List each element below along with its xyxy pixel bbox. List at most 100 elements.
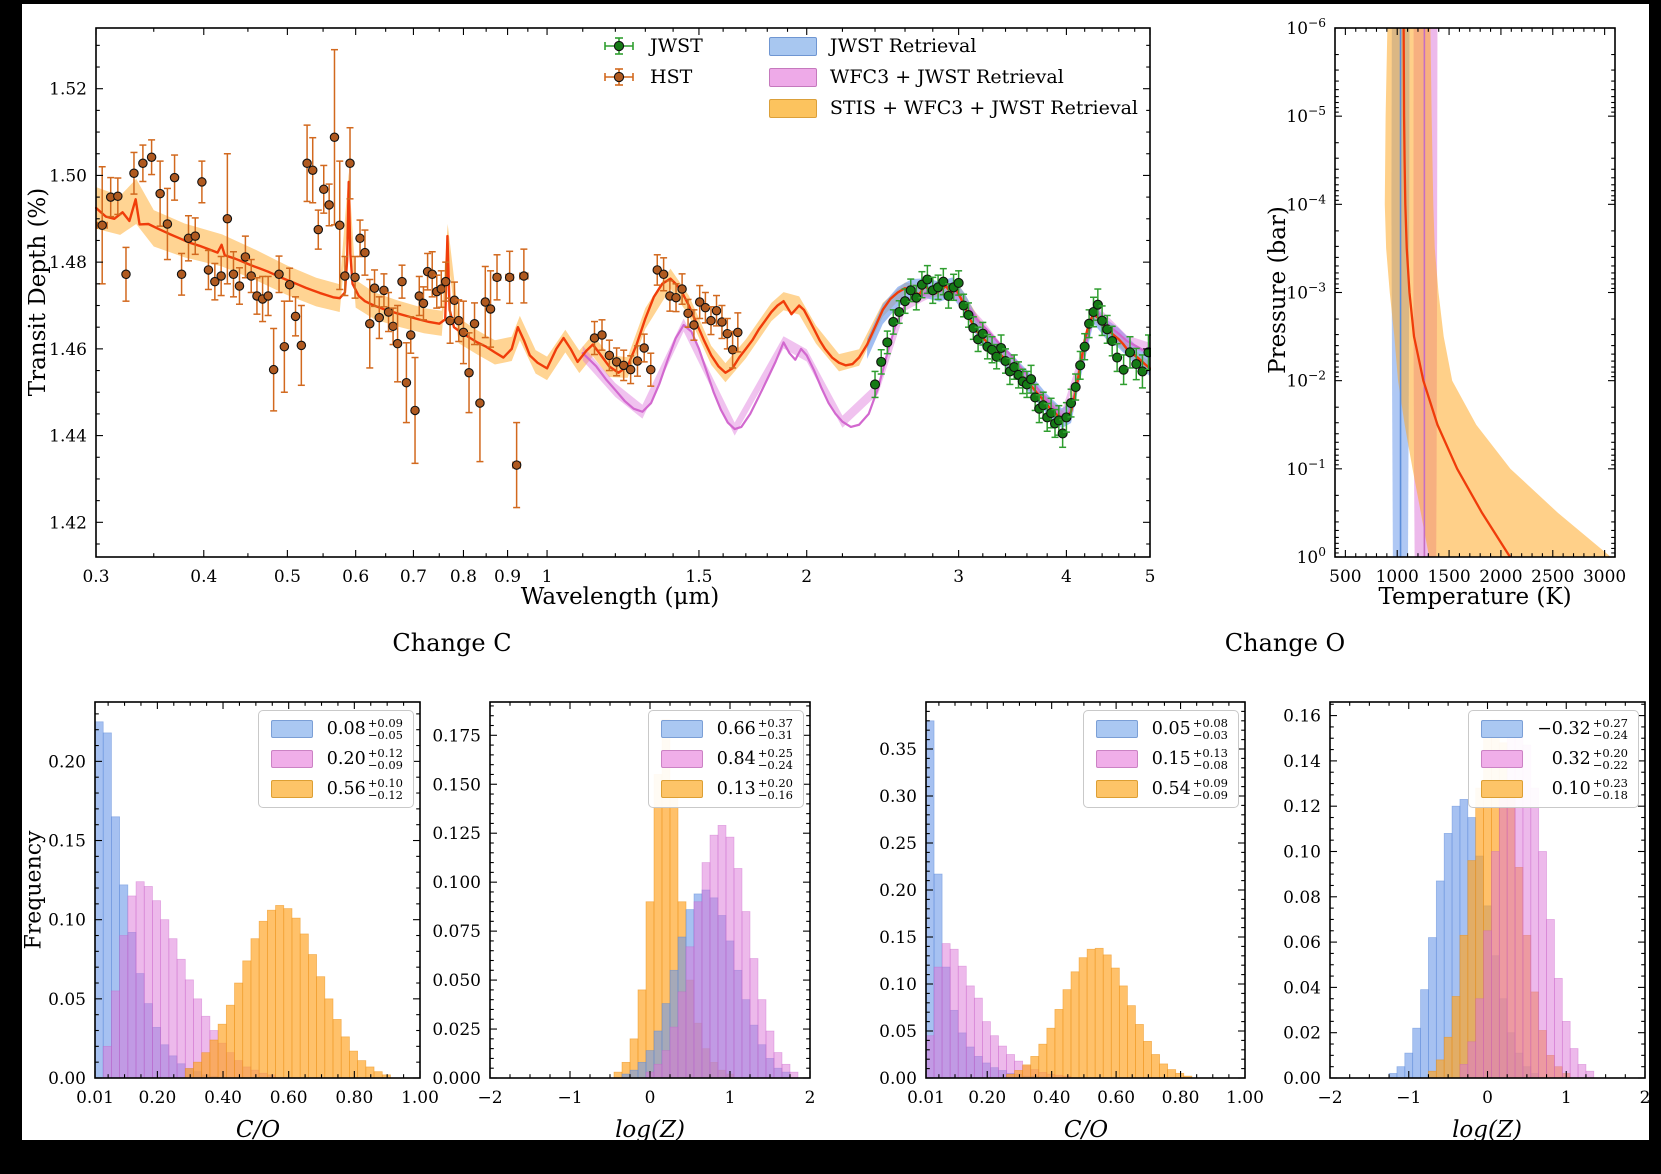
hst-points [96, 48, 743, 509]
spectrum-legend: JWST HST JWST Retrieval WFC3 + JWST Retriev… [601, 34, 1138, 120]
svg-text:2500: 2500 [1531, 567, 1574, 587]
svg-text:0.60: 0.60 [270, 1088, 308, 1108]
hst-marker-icon [604, 68, 634, 86]
svg-text:10−2: 10−2 [1286, 369, 1326, 392]
legend-value: 0.08 +0.09 −0.05 [326, 716, 403, 743]
legend-value: 0.56 +0.10 −0.12 [326, 775, 403, 803]
legend-entry-retrieval: STIS + WFC3 + JWST Retrieval [768, 96, 1138, 120]
legend-swatch [1095, 750, 1138, 769]
svg-text:1.52: 1.52 [49, 80, 87, 100]
holz-plot: −2 −1 0 1 2 0.00 0.02 0.04 0.06 0.08 0.10 0.12 0.14 0… [1283, 701, 1650, 1108]
pt-x-axis-label: Temperature (K) [1378, 584, 1572, 610]
svg-text:1500: 1500 [1427, 567, 1470, 587]
svg-text:0.3: 0.3 [82, 567, 109, 587]
change-o-logz-histogram-panel: −2 −1 0 1 2 0.00 0.02 0.04 0.06 0.08 0.10 0.12 0.14 0… [1283, 701, 1650, 1108]
svg-text:0.80: 0.80 [1162, 1088, 1200, 1108]
legend-value: 0.10 +0.23 −0.18 [1551, 775, 1628, 803]
plot-frame [95, 27, 1151, 558]
svg-text:10−5: 10−5 [1286, 104, 1326, 127]
legend-swatch [660, 780, 703, 799]
legend-swatch [1095, 720, 1138, 739]
svg-text:0.075: 0.075 [432, 922, 481, 942]
axis-ticks [1329, 702, 1646, 1079]
stis-wfc3-jwst-pt-median [1402, 27, 1512, 558]
change-o-co-histogram-panel: 0.01 0.20 0.40 0.60 0.80 1.00 0.00 0.05 0.10 0.15… [879, 701, 1264, 1108]
svg-text:0.05: 0.05 [879, 1022, 917, 1042]
legend-swatch [1481, 720, 1524, 739]
svg-text:0.175: 0.175 [432, 726, 481, 746]
legend-value: 0.54 +0.09 −0.09 [1151, 775, 1228, 803]
wfc3-jwst-logz-hist [645, 825, 799, 1079]
hist1-x-axis-label: C/O [235, 1117, 281, 1143]
legend-value: 0.15 +0.13 −0.08 [1151, 745, 1228, 773]
legend-value: 0.84 +0.25 −0.24 [716, 745, 793, 773]
legend-swatch [270, 780, 313, 799]
svg-text:−2: −2 [1317, 1088, 1342, 1108]
svg-text:0.00: 0.00 [48, 1069, 86, 1089]
legend-entry: 0.66 +0.37 −0.31 [660, 716, 793, 743]
svg-text:0.80: 0.80 [335, 1088, 373, 1108]
svg-text:1: 1 [542, 567, 553, 587]
legend-entry: 0.20 +0.12 −0.09 [270, 746, 403, 772]
change-c-logz-histogram-panel: −2 −1 0 1 2 0.000 0.025 0.050 0.075 0.100 0.125 0.1… [432, 701, 815, 1108]
legend-label: JWST Retrieval [829, 35, 977, 57]
svg-text:0.100: 0.100 [432, 873, 481, 893]
svg-text:1.00: 1.00 [401, 1088, 439, 1108]
stis-wfc3-jwst-co-hist-o [1006, 947, 1193, 1079]
legend-entry: 0.32 +0.20 −0.22 [1481, 745, 1628, 773]
jwst-points [869, 264, 1151, 449]
svg-text:0.35: 0.35 [879, 740, 917, 760]
svg-text:0.4: 0.4 [190, 567, 217, 587]
svg-text:0.05: 0.05 [48, 990, 86, 1010]
tick-labels: −2 −1 0 1 2 0.00 0.02 0.04 0.06 0.08 0.10 0.12 0.14 0… [1283, 707, 1650, 1108]
legend-entry: −0.32 +0.27 −0.24 [1481, 717, 1628, 742]
legend-label: HST [650, 66, 693, 88]
svg-text:0.30: 0.30 [879, 787, 917, 807]
legend-retrieval-column: JWST Retrieval WFC3 + JWST Retrieval STIS … [768, 34, 1138, 120]
stis-wfc3-jwst-model [95, 180, 1151, 421]
legend-swatch [768, 98, 817, 118]
svg-text:0.150: 0.150 [432, 775, 481, 795]
svg-text:0.02: 0.02 [1283, 1024, 1321, 1044]
svg-text:2: 2 [1640, 1088, 1651, 1108]
svg-text:0.06: 0.06 [1283, 933, 1321, 953]
svg-text:0.40: 0.40 [204, 1088, 242, 1108]
legend-value: 0.32 +0.20 −0.22 [1551, 745, 1628, 773]
svg-text:−1: −1 [1396, 1088, 1421, 1108]
hist3-x-axis-label: C/O [1063, 1117, 1109, 1143]
svg-text:0.16: 0.16 [1283, 707, 1321, 727]
legend-swatch [270, 720, 313, 739]
spectrum-y-axis-label: Transit Depth (%) [25, 187, 51, 397]
holz-legend: −0.32 +0.27 −0.24 0.32 +0.20 −0.22 0.10 +0.23 −0… [1468, 710, 1639, 809]
svg-text:1.48: 1.48 [49, 253, 87, 273]
legend-value: 0.13 +0.20 −0.16 [716, 775, 793, 803]
svg-text:0.04: 0.04 [1283, 978, 1321, 998]
jwst-marker-icon [604, 37, 634, 55]
pt-y-axis-label: Pressure (bar) [1265, 206, 1291, 374]
legend-value: 0.66 +0.37 −0.31 [716, 716, 793, 743]
hclz-plot: −2 −1 0 1 2 0.000 0.025 0.050 0.075 0.100 0.125 0.1… [432, 701, 815, 1108]
legend-entry: 0.54 +0.09 −0.09 [1095, 775, 1228, 803]
axis-ticks [95, 28, 1151, 557]
svg-text:0.40: 0.40 [1033, 1088, 1071, 1108]
legend-swatch [270, 750, 313, 769]
svg-text:0.050: 0.050 [432, 971, 481, 991]
svg-text:1.44: 1.44 [49, 427, 87, 447]
legend-entry-hst: HST [601, 65, 703, 89]
transmission-spectrum-panel: JWST HST JWST Retrieval WFC3 + JWST Retriev… [49, 27, 1155, 587]
axis-ticks [1334, 27, 1616, 558]
tick-labels: 500 1000 1500 2000 2500 3000 10−6 10−5 10−4 10−3 1… [1286, 16, 1626, 587]
axis-ticks [925, 701, 1246, 1079]
svg-text:−2: −2 [477, 1088, 502, 1108]
svg-text:0.8: 0.8 [450, 567, 477, 587]
legend-label: JWST [650, 35, 703, 57]
change-c-co-histogram-panel: 0.01 0.20 0.40 0.60 0.80 1.00 0.00 0.05 0.10 0.15… [48, 701, 439, 1108]
pt-plot: 500 1000 1500 2000 2500 3000 10−6 10−5 10−4 10−3 1… [1286, 16, 1626, 587]
legend-entry: 0.05 +0.08 −0.03 [1095, 716, 1228, 743]
svg-text:4: 4 [1061, 567, 1072, 587]
svg-text:0.20: 0.20 [879, 881, 917, 901]
change-c-title: Change C [392, 629, 512, 657]
svg-text:0.01: 0.01 [907, 1088, 945, 1108]
svg-text:2: 2 [801, 567, 812, 587]
legend-value: 0.05 +0.08 −0.03 [1151, 716, 1228, 743]
